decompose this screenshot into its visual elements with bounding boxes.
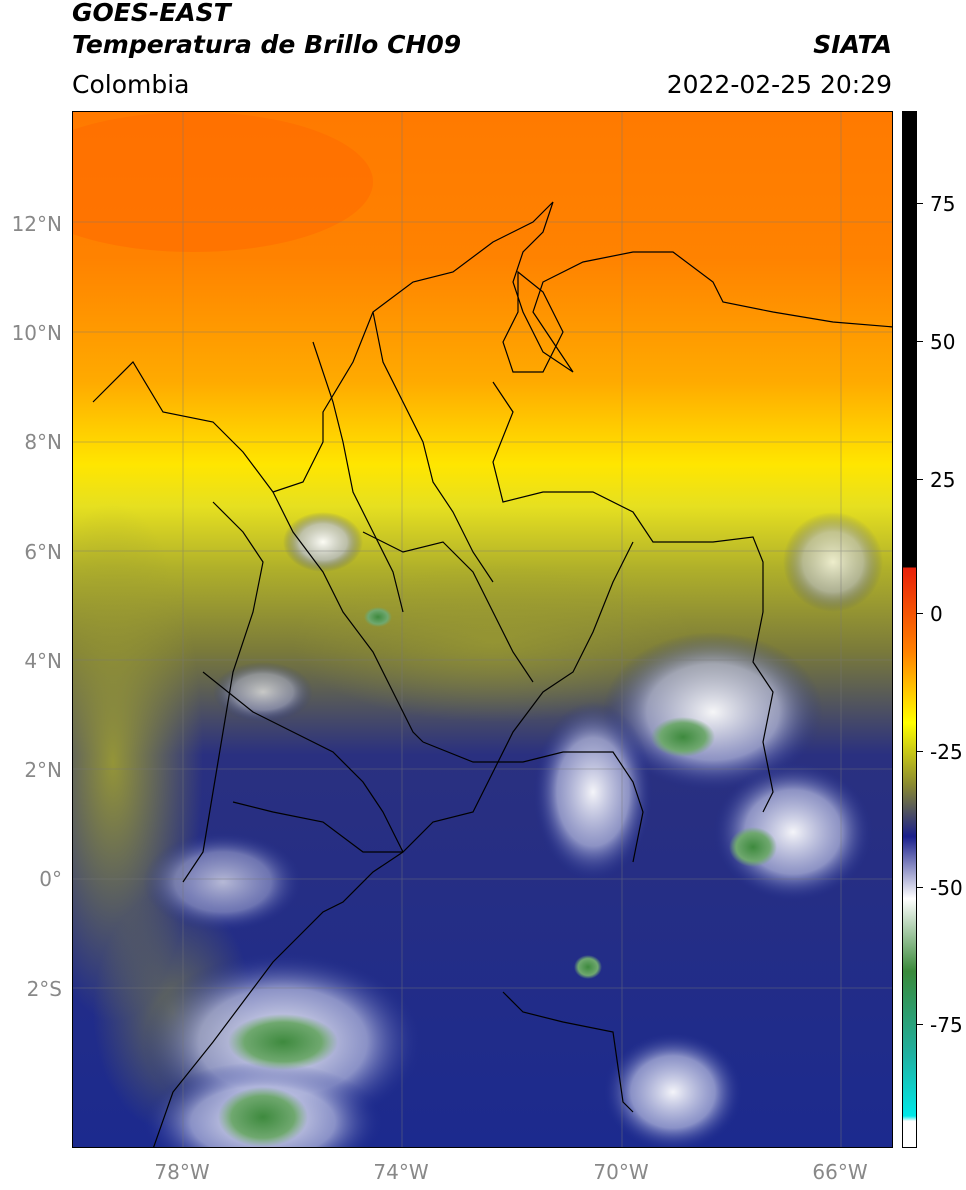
lat-label-4n: 4°N <box>24 649 62 673</box>
lat-label-2n: 2°N <box>24 758 62 782</box>
lat-label-8n: 8°N <box>24 430 62 454</box>
colorbar-label-75: 75 <box>930 192 956 216</box>
lat-label-12n: 12°N <box>11 212 62 236</box>
colorbar <box>902 111 917 1148</box>
lon-label-78w: 78°W <box>154 1160 210 1184</box>
lon-label-70w: 70°W <box>593 1160 649 1184</box>
lat-label-2s: 2°S <box>26 977 62 1001</box>
colorbar-tick <box>917 479 923 480</box>
colorbar-label-50: 50 <box>930 330 956 354</box>
satellite-title: GOES-EAST <box>72 0 231 27</box>
map-canvas <box>73 112 892 1147</box>
colorbar-label-25: 25 <box>930 468 956 492</box>
colorbar-tick <box>917 1024 923 1025</box>
colorbar-tick <box>917 613 923 614</box>
lat-label-10n: 10°N <box>11 321 62 345</box>
colorbar-tick <box>917 751 923 752</box>
brand-label: SIATA <box>813 30 892 59</box>
lat-label-0: 0° <box>39 867 62 891</box>
product-title: Temperatura de Brillo CH09 <box>72 30 462 59</box>
satellite-map[interactable] <box>72 111 893 1148</box>
colorbar-tick <box>917 887 923 888</box>
lon-label-66w: 66°W <box>812 1160 868 1184</box>
colorbar-tick <box>917 341 923 342</box>
datetime-label: 2022-02-25 20:29 <box>666 70 892 99</box>
colorbar-label-minus25: -25 <box>930 740 963 764</box>
lat-label-6n: 6°N <box>24 540 62 564</box>
colorbar-label-0: 0 <box>930 602 943 626</box>
colorbar-label-minus75: -75 <box>930 1013 963 1037</box>
colorbar-label-minus50: -50 <box>930 876 963 900</box>
region-label: Colombia <box>72 70 190 99</box>
colorbar-tick <box>917 203 923 204</box>
lon-label-74w: 74°W <box>373 1160 429 1184</box>
